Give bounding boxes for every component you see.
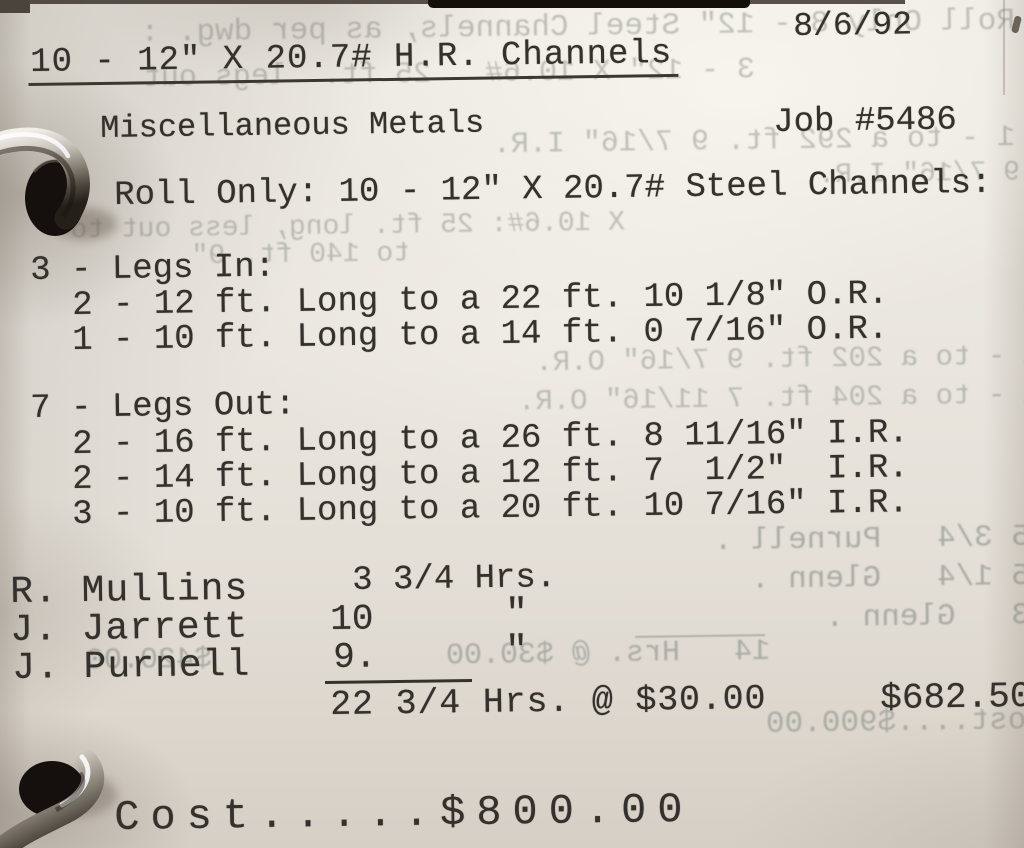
cost-line: Cost.....$800.00 xyxy=(113,785,694,842)
legs-out-heading: 7 - Legs Out: xyxy=(29,386,296,428)
photo-edge xyxy=(428,0,750,8)
ditto-mark: " xyxy=(504,629,529,673)
labor-name: J. Purnell xyxy=(11,643,251,690)
order-line: Roll Only: 10 - 12" X 20.7# Steel Channe… xyxy=(113,164,992,215)
bleed-text: 5 3/4 Purnell . xyxy=(713,519,1024,560)
photo-edge xyxy=(0,0,30,13)
bleed-text: 5 1/4 Glenn . xyxy=(750,558,1024,598)
page-edge xyxy=(1003,0,1005,95)
binder-ring-icon xyxy=(0,127,117,240)
ditto-mark: " xyxy=(504,592,529,636)
binder-ring-icon xyxy=(0,749,117,848)
total-hours-line: 22 3/4 Hrs. @ $30.00 xyxy=(329,678,767,725)
labor-amount: $682.50 xyxy=(879,675,1024,719)
labor-hours: 9. xyxy=(332,636,377,678)
job-number: Job #5486 xyxy=(772,101,958,142)
labor-hours: 10 xyxy=(329,598,374,640)
bleed-text: 1 - to a 204 ft. 7 11/16" O.R. xyxy=(517,378,1024,419)
bleed-text: 3 Glenn . xyxy=(825,598,1024,636)
date: 8/6/92 xyxy=(792,6,913,45)
